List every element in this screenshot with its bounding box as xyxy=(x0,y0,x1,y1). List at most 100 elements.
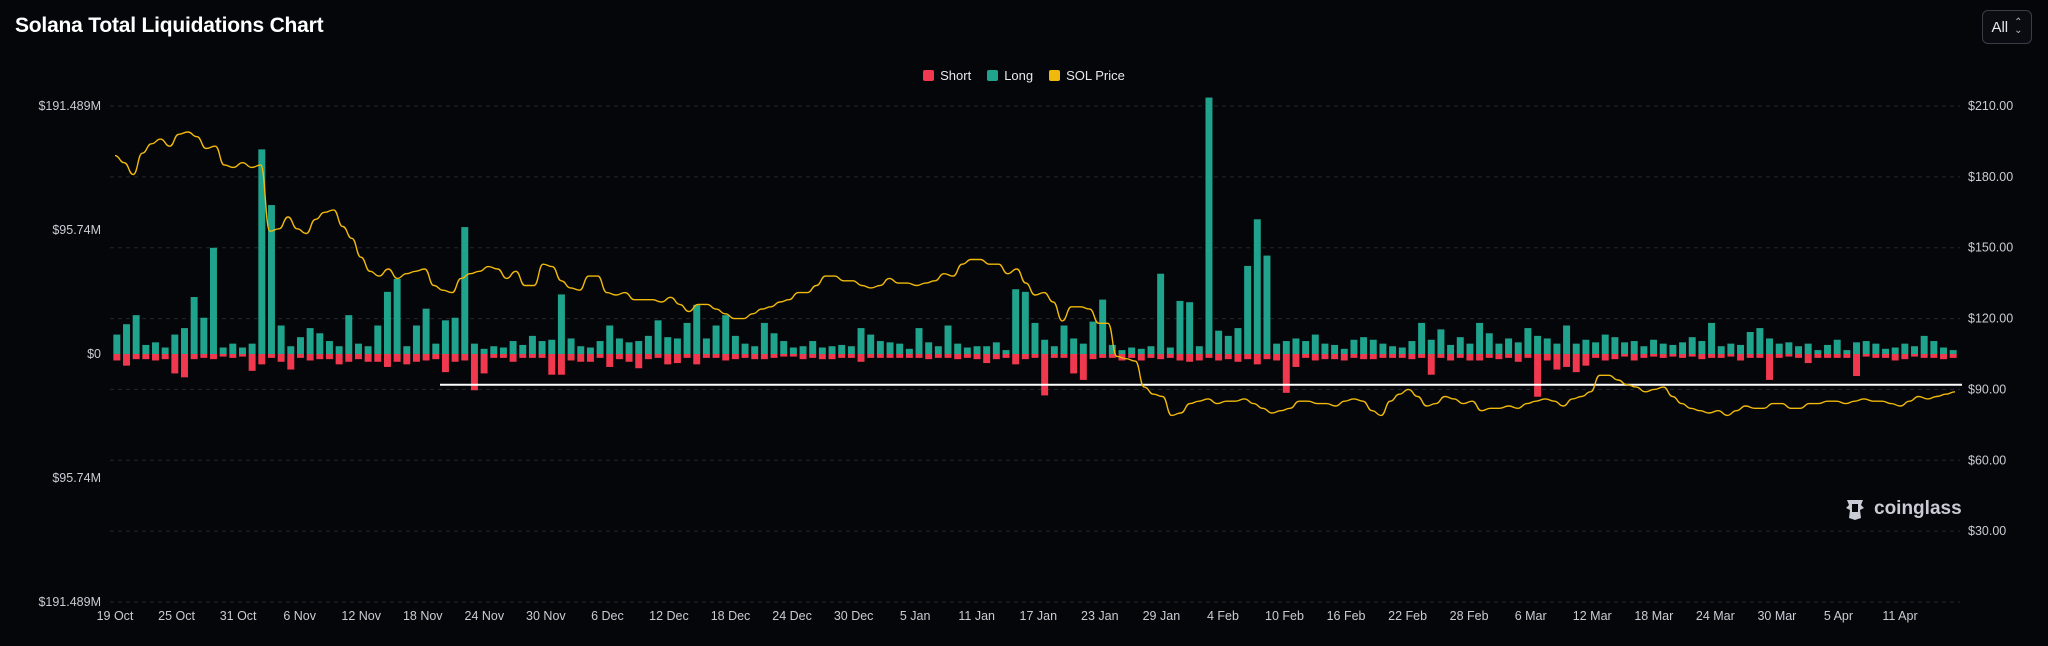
short-bar xyxy=(1321,354,1329,360)
long-bar xyxy=(219,347,227,354)
right-axis: $210.00 $180.00 $150.00 $120.00 $90.00 $60.00… xyxy=(1968,99,2013,538)
long-bar xyxy=(1418,322,1426,354)
long-bar xyxy=(1456,337,1464,354)
short-bar xyxy=(1698,354,1706,360)
short-bar xyxy=(152,354,159,361)
x-axis-tick-label: 12 Mar xyxy=(1573,609,1612,623)
short-bar xyxy=(258,354,266,365)
short-bar xyxy=(267,354,275,358)
short-bar xyxy=(181,354,188,378)
long-bar xyxy=(132,315,140,354)
long-bar xyxy=(1205,97,1213,354)
x-axis-tick-label: 19 Oct xyxy=(97,609,134,623)
long-bar xyxy=(335,346,343,354)
long-bar xyxy=(1572,343,1580,354)
long-bar xyxy=(809,341,817,354)
long-bar xyxy=(364,346,372,354)
long-bar xyxy=(847,346,855,354)
short-bar xyxy=(1534,354,1542,397)
long-bar xyxy=(1099,299,1107,354)
right-axis-tick-label: $180.00 xyxy=(1968,170,2013,184)
short-bar xyxy=(1292,354,1300,367)
long-bar xyxy=(1369,339,1377,354)
long-bar xyxy=(296,337,304,354)
long-bar xyxy=(1021,291,1029,354)
short-bar xyxy=(1901,354,1909,360)
long-bar xyxy=(1311,334,1319,354)
long-bar xyxy=(1611,337,1619,354)
long-bar xyxy=(538,341,546,354)
long-bar xyxy=(412,325,420,354)
long-bar xyxy=(934,346,942,354)
short-bar xyxy=(1186,354,1194,362)
short-bar xyxy=(1814,354,1822,358)
short-bar xyxy=(1862,354,1870,357)
short-bar xyxy=(123,354,130,366)
x-axis-tick-label: 5 Apr xyxy=(1824,609,1853,623)
long-bar xyxy=(1495,343,1503,354)
watermark-text: coinglass xyxy=(1874,498,1962,519)
chevron-updown-icon: ⌃ ⌄ xyxy=(2014,17,2023,36)
legend-item-sol-price[interactable]: SOL Price xyxy=(1049,68,1125,83)
short-bar xyxy=(1350,354,1358,358)
short-bar xyxy=(499,354,507,358)
short-bar xyxy=(973,354,981,360)
short-bar xyxy=(1920,354,1928,358)
short-bar xyxy=(277,354,285,362)
long-bar xyxy=(161,347,169,354)
left-axis-tick-label: $191.489M xyxy=(38,595,101,609)
bar-series xyxy=(113,97,1957,397)
long-bar xyxy=(1041,339,1049,354)
short-bar xyxy=(1882,354,1889,358)
short-bar xyxy=(577,354,585,362)
short-bar xyxy=(934,354,942,358)
x-axis-tick-label: 30 Mar xyxy=(1757,609,1796,623)
long-bar xyxy=(896,343,904,354)
right-axis-tick-label: $60.00 xyxy=(1968,453,2006,467)
legend-item-short[interactable]: Short xyxy=(923,68,971,83)
short-bar xyxy=(1079,354,1087,380)
short-bar xyxy=(992,354,1000,360)
short-bar xyxy=(1746,354,1754,358)
short-bar xyxy=(596,354,604,358)
x-axis-tick-label: 11 Jan xyxy=(958,609,995,623)
long-bar xyxy=(876,341,884,354)
short-bar xyxy=(1099,354,1107,358)
short-bar xyxy=(1108,354,1116,358)
long-bar xyxy=(1824,344,1831,354)
long-bar xyxy=(1079,343,1087,354)
long-bar xyxy=(702,338,710,354)
short-bar xyxy=(741,354,749,358)
long-bar xyxy=(325,341,333,354)
long-bar xyxy=(1350,339,1358,354)
short-bar xyxy=(944,354,952,358)
long-bar xyxy=(712,325,720,354)
short-bar xyxy=(190,354,198,360)
long-bar xyxy=(1814,350,1822,354)
long-bar xyxy=(1253,219,1261,354)
short-bar xyxy=(1427,354,1435,375)
legend-label-sol-price: SOL Price xyxy=(1066,68,1125,83)
short-bar xyxy=(1012,354,1020,365)
long-bar xyxy=(770,333,778,354)
long-bar xyxy=(1437,329,1445,354)
short-bar xyxy=(1804,354,1812,364)
short-bar xyxy=(1514,354,1522,362)
short-bar xyxy=(441,354,449,373)
short-bar xyxy=(702,354,710,358)
long-bar xyxy=(1427,339,1435,354)
long-bar xyxy=(1321,343,1329,354)
time-range-select[interactable]: All ⌃ ⌄ xyxy=(1982,10,2032,44)
short-bar xyxy=(1234,354,1242,362)
long-bar xyxy=(1031,322,1039,354)
short-bar xyxy=(876,354,884,358)
x-axis-tick-label: 16 Feb xyxy=(1327,609,1366,623)
long-bar xyxy=(1282,341,1290,354)
long-bar xyxy=(1766,338,1774,354)
legend-item-long[interactable]: Long xyxy=(987,68,1033,83)
long-bar xyxy=(1060,325,1068,354)
long-bar xyxy=(1746,331,1754,354)
short-bar xyxy=(1205,354,1213,358)
long-bar xyxy=(1727,343,1735,354)
